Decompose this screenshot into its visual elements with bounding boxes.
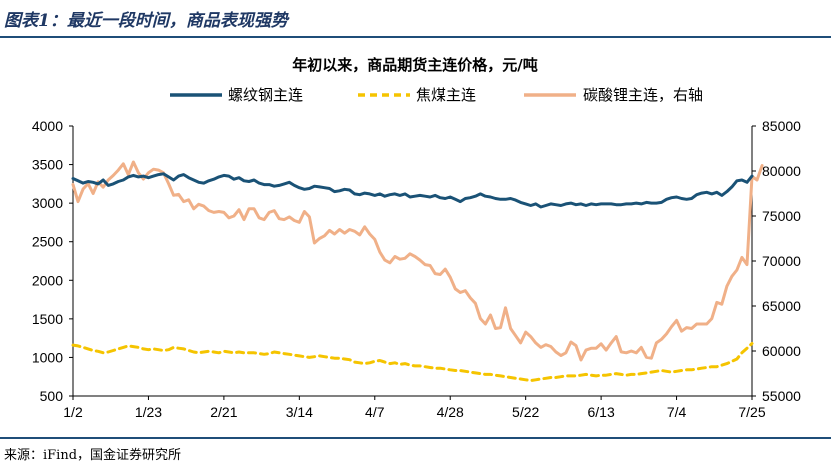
left-tick-label: 1000 [32, 349, 63, 365]
x-tick-label: 1/23 [135, 404, 162, 420]
right-tick-label: 70000 [762, 253, 801, 269]
right-tick-label: 75000 [762, 208, 801, 224]
right-tick-label: 55000 [762, 388, 801, 404]
top-rule [0, 36, 831, 38]
x-tick-label: 3/14 [286, 404, 313, 420]
legend-label-rebar: 螺纹钢主连 [228, 86, 303, 104]
x-tick-label: 6/13 [587, 404, 614, 420]
x-tick-label: 5/22 [512, 404, 539, 420]
figure-title: 图表1：最近一段时间，商品表现强势 [4, 11, 288, 31]
bottom-rule [0, 437, 831, 439]
right-tick-label: 85000 [762, 118, 801, 134]
series-line-coke [71, 342, 754, 383]
right-tick-label: 60000 [762, 343, 801, 359]
source-note: 来源：iFind，国金证券研究所 [4, 448, 182, 463]
left-tick-label: 500 [40, 388, 64, 404]
left-tick-label: 1500 [32, 311, 63, 327]
x-tick-label: 7/25 [738, 404, 765, 420]
chart-title: 年初以来，商品期货主连价格，元/吨 [292, 56, 537, 74]
line-chart: 年初以来，商品期货主连价格，元/吨 螺纹钢主连 焦煤主连 碳酸锂主连，右轴 50… [32, 56, 801, 420]
right-tick-label: 80000 [762, 163, 801, 179]
right-tick-label: 65000 [762, 298, 801, 314]
x-tick-label: 4/7 [365, 404, 385, 420]
chart-series [71, 160, 764, 383]
left-tick-label: 2000 [32, 272, 63, 288]
legend-label-coke: 焦煤主连 [416, 86, 476, 104]
chart-legend: 螺纹钢主连 焦煤主连 碳酸锂主连，右轴 [170, 86, 703, 104]
left-tick-label: 4000 [32, 118, 63, 134]
x-tick-label: 4/28 [437, 404, 464, 420]
chart-axes: 500 1000 1500 2000 2500 3000 3500 4000 55000 6000… [32, 118, 801, 420]
x-tick-label: 7/4 [667, 404, 687, 420]
left-tick-label: 2500 [32, 234, 63, 250]
x-tick-label: 2/21 [210, 404, 237, 420]
x-tick-label: 1/2 [63, 404, 83, 420]
legend-label-lithium: 碳酸锂主连，右轴 [583, 86, 703, 104]
left-tick-label: 3500 [32, 157, 63, 173]
left-tick-label: 3000 [32, 195, 63, 211]
series-line-rebar [71, 172, 754, 209]
series-line-lithium [71, 160, 764, 362]
